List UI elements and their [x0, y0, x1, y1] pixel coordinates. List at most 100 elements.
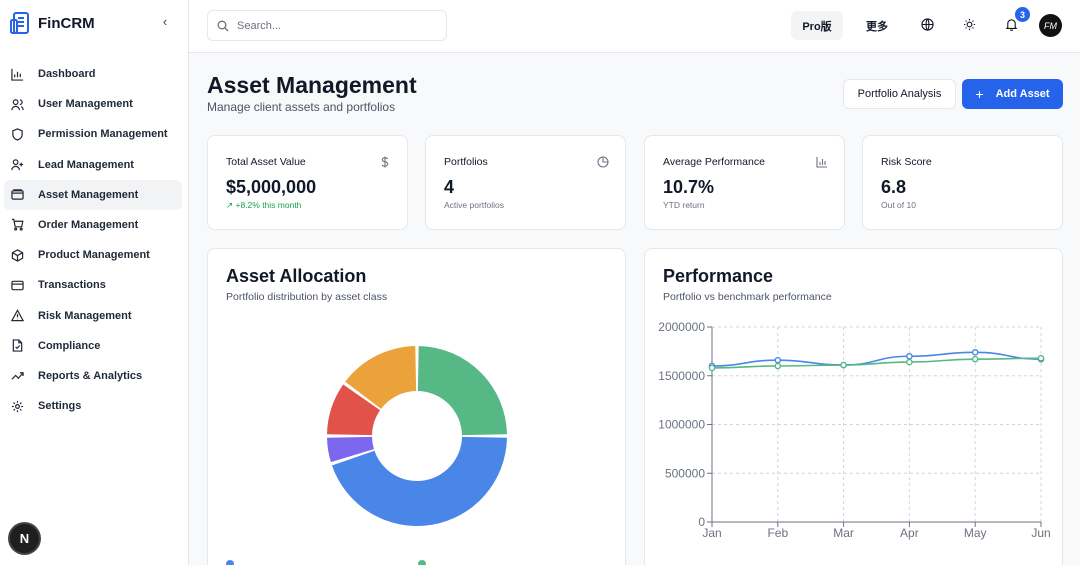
- sidebar: FinCRM ‹ Dashboard User Management Permi…: [0, 0, 189, 565]
- stat-label: Portfolios: [444, 156, 488, 168]
- dev-tools-badge[interactable]: N: [10, 524, 39, 553]
- x-tick-label: Jan: [702, 526, 721, 540]
- file-check-icon: [10, 339, 24, 353]
- search-input[interactable]: [237, 19, 427, 32]
- sidebar-item-user-management[interactable]: User Management: [4, 89, 182, 119]
- sidebar-item-product-management[interactable]: Product Management: [4, 240, 182, 270]
- donut-slice-2: [327, 384, 381, 436]
- performance-card: Performance Portfolio vs benchmark perfo…: [644, 248, 1063, 565]
- sidebar-nav: Dashboard User Management Permission Man…: [4, 59, 182, 421]
- stat-label: Average Performance: [663, 156, 765, 168]
- x-tick-label: Jun: [1031, 526, 1050, 540]
- sidebar-item-label: Order Management: [38, 218, 139, 231]
- series-point-0: [971, 349, 979, 356]
- x-tick-label: Apr: [900, 526, 919, 540]
- y-tick-label: 1000000: [658, 418, 705, 432]
- stat-label: Risk Score: [881, 156, 932, 168]
- sidebar-item-label: Transactions: [38, 279, 106, 292]
- series-point-1: [840, 361, 847, 369]
- bar-chart-icon: [10, 67, 24, 81]
- stat-note-trend-up: ↗ +8.2% this month: [226, 200, 301, 211]
- bar-chart-icon: [815, 155, 828, 168]
- stat-value: 10.7%: [663, 177, 715, 197]
- page-title: Asset Management: [207, 72, 417, 98]
- x-tick-label: Feb: [767, 526, 788, 540]
- card-title: Asset Allocation: [226, 266, 367, 286]
- sidebar-item-label: Settings: [38, 400, 82, 413]
- sidebar-item-label: Dashboard: [38, 68, 96, 80]
- x-tick-label: May: [964, 526, 987, 540]
- sidebar-item-transactions[interactable]: Transactions: [4, 270, 182, 300]
- stat-note: YTD return: [663, 200, 705, 210]
- user-plus-icon: [10, 158, 24, 172]
- notification-count-badge: 3: [1015, 7, 1030, 22]
- stat-value: 6.8: [881, 177, 907, 197]
- sidebar-item-dashboard[interactable]: Dashboard: [4, 59, 182, 89]
- legend-item: [226, 560, 240, 565]
- series-point-1: [1037, 354, 1045, 362]
- avatar[interactable]: FM: [1039, 14, 1062, 37]
- sidebar-item-asset-management[interactable]: Asset Management: [4, 179, 182, 210]
- donut-slice-1: [327, 436, 374, 463]
- sun-icon[interactable]: [961, 16, 977, 32]
- add-asset-button[interactable]: + Add Asset: [962, 79, 1063, 109]
- shield-icon: [10, 127, 24, 141]
- bell-icon[interactable]: [1003, 16, 1019, 32]
- stat-card-average-performance: Average Performance 10.7% YTD return: [644, 135, 845, 230]
- series-point-1: [774, 362, 782, 370]
- sidebar-item-label: Compliance: [38, 339, 101, 352]
- sidebar-item-lead-management[interactable]: Lead Management: [4, 150, 182, 180]
- donut-slice-0: [331, 436, 507, 526]
- trend-up-icon: ↗: [226, 200, 234, 210]
- sidebar-item-label: Permission Management: [38, 128, 168, 141]
- y-tick-label: 0: [698, 515, 705, 529]
- sidebar-item-permission-management[interactable]: Permission Management: [4, 119, 182, 149]
- sidebar-item-settings[interactable]: Settings: [4, 391, 182, 421]
- performance-line-chart: 0 500000 1000000 1500000 2000000 Jan Feb Mar Apr…: [658, 320, 1050, 540]
- stat-value: 4: [444, 177, 455, 197]
- portfolio-analysis-button[interactable]: Portfolio Analysis: [843, 79, 956, 109]
- series-point-1: [971, 355, 979, 363]
- more-button[interactable]: 更多: [866, 20, 888, 33]
- app-name: FinCRM: [38, 14, 95, 32]
- plus-icon: +: [975, 86, 984, 102]
- stat-card-total-asset-value: Total Asset Value $5,000,000 ↗ +8.2% thi…: [207, 135, 408, 230]
- stat-card-portfolios: Portfolios 4 Active portfolios: [425, 135, 626, 230]
- sidebar-item-compliance[interactable]: Compliance: [4, 331, 182, 361]
- globe-icon[interactable]: [919, 16, 935, 32]
- sidebar-item-label: Reports & Analytics: [38, 369, 143, 382]
- sidebar-item-order-management[interactable]: Order Management: [4, 210, 182, 240]
- stat-note: Active portfolios: [444, 200, 504, 210]
- cart-icon: [10, 218, 24, 232]
- card-subtitle: Portfolio vs benchmark performance: [663, 291, 832, 303]
- credit-card-icon: [10, 278, 24, 292]
- series-point-1: [906, 358, 913, 366]
- sidebar-item-label: Asset Management: [38, 188, 139, 201]
- sidebar-item-risk-management[interactable]: Risk Management: [4, 301, 182, 331]
- building-logo-icon: [10, 12, 29, 34]
- allocation-legend: [226, 560, 611, 565]
- stat-card-risk-score: Risk Score 6.8 Out of 10: [862, 135, 1063, 230]
- series-point-0: [906, 352, 913, 360]
- asset-allocation-card: Asset Allocation Portfolio distribution …: [207, 248, 626, 565]
- series-point-1: [708, 364, 716, 372]
- collapse-sidebar-chevron-left-icon[interactable]: ‹: [162, 14, 168, 29]
- series-point-0: [774, 356, 782, 364]
- asset-allocation-donut-chart: [327, 346, 507, 526]
- search-icon: [217, 20, 229, 31]
- search-box[interactable]: [207, 10, 447, 41]
- page-subtitle: Manage client assets and portfolios: [207, 100, 396, 114]
- series-line-0: [711, 351, 1042, 367]
- pro-version-button[interactable]: Pro版: [791, 11, 843, 40]
- sidebar-item-label: User Management: [38, 98, 133, 111]
- stat-value: $5,000,000: [226, 177, 317, 197]
- brand[interactable]: FinCRM: [10, 11, 95, 35]
- sidebar-item-label: Product Management: [38, 249, 150, 262]
- sidebar-item-reports-analytics[interactable]: Reports & Analytics: [4, 361, 182, 391]
- y-tick-label: 2000000: [658, 320, 705, 334]
- series-line-1: [711, 357, 1042, 369]
- x-tick-label: Mar: [833, 526, 854, 540]
- y-tick-label: 500000: [665, 466, 705, 480]
- wallet-icon: [10, 188, 24, 202]
- y-tick-label: 1500000: [658, 369, 705, 383]
